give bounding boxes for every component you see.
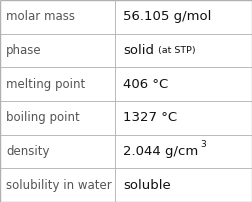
Text: solid: solid <box>123 44 154 57</box>
Text: 406 °C: 406 °C <box>123 78 169 91</box>
Text: 2.044 g/cm: 2.044 g/cm <box>123 145 199 158</box>
Text: 1327 °C: 1327 °C <box>123 111 178 124</box>
Text: 3: 3 <box>200 140 206 149</box>
Text: melting point: melting point <box>6 78 85 91</box>
Text: density: density <box>6 145 50 158</box>
Text: boiling point: boiling point <box>6 111 80 124</box>
Text: soluble: soluble <box>123 179 171 192</box>
Text: molar mass: molar mass <box>6 10 75 23</box>
Text: 56.105 g/mol: 56.105 g/mol <box>123 10 212 23</box>
Text: solubility in water: solubility in water <box>6 179 112 192</box>
Text: phase: phase <box>6 44 42 57</box>
Text: (at STP): (at STP) <box>158 46 196 55</box>
